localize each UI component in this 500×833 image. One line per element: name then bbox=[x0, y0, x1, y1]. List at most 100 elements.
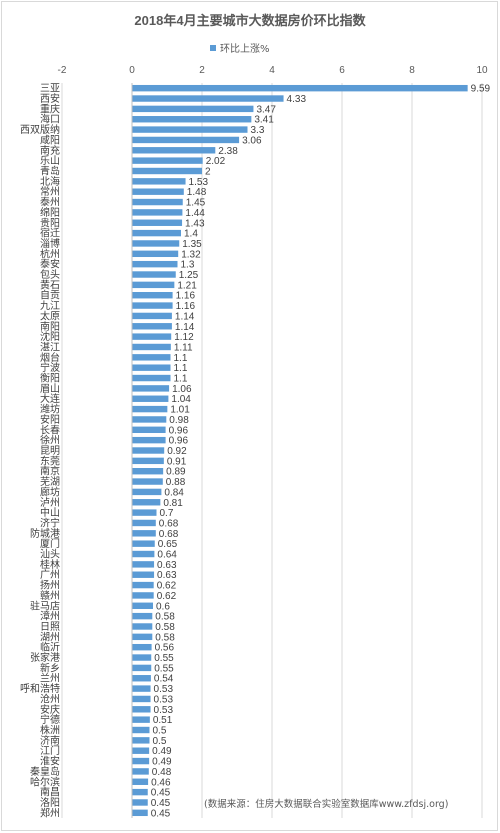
category-label: 湛江 bbox=[40, 341, 60, 353]
category-label: 湖州 bbox=[40, 631, 60, 643]
value-label: 0.56 bbox=[155, 643, 175, 654]
category-label: 昆明 bbox=[40, 445, 60, 457]
category-label: 包头 bbox=[40, 268, 60, 281]
bar bbox=[132, 726, 150, 734]
bar bbox=[132, 737, 150, 744]
bar bbox=[132, 768, 149, 775]
bar bbox=[132, 281, 175, 289]
value-label: 0.55 bbox=[154, 653, 174, 664]
bar bbox=[132, 229, 181, 237]
value-label: 0.53 bbox=[154, 694, 174, 705]
value-label: 1.04 bbox=[171, 394, 191, 405]
bar bbox=[132, 747, 150, 754]
value-label: 0.89 bbox=[166, 467, 186, 478]
value-label: 0.96 bbox=[169, 425, 189, 436]
value-label: 1.16 bbox=[176, 301, 196, 312]
bar bbox=[132, 716, 150, 723]
category-label: 南阳 bbox=[40, 320, 60, 333]
value-label: 1.11 bbox=[174, 342, 193, 353]
bar bbox=[132, 95, 284, 102]
category-label: 漳州 bbox=[40, 610, 60, 623]
value-label: 1.48 bbox=[187, 187, 207, 198]
bar bbox=[132, 219, 183, 226]
bar bbox=[132, 623, 153, 630]
category-label: 杭州 bbox=[40, 247, 60, 260]
category-label: 青岛 bbox=[40, 164, 60, 177]
category-label: 沈阳 bbox=[40, 330, 60, 343]
category-label: 自贡 bbox=[40, 289, 60, 302]
legend-swatch bbox=[210, 44, 216, 51]
bar bbox=[132, 292, 173, 299]
category-label: 九江 bbox=[40, 300, 60, 312]
value-label: 0.62 bbox=[157, 591, 177, 602]
value-label: 1.14 bbox=[175, 322, 195, 333]
value-label: 1.3 bbox=[181, 260, 195, 271]
value-label: 0.51 bbox=[153, 715, 173, 726]
bar bbox=[132, 343, 171, 351]
bar bbox=[132, 364, 171, 371]
category-label: 宿迁 bbox=[40, 227, 60, 240]
bar bbox=[132, 561, 155, 568]
value-label: 0.81 bbox=[163, 498, 183, 509]
value-label: 0.48 bbox=[152, 767, 172, 778]
source-note: (数据来源：住房大数据联合实验室数据库www.zfdsj.org) bbox=[204, 799, 449, 810]
bar bbox=[132, 385, 170, 392]
category-label: 安庆 bbox=[40, 703, 60, 716]
category-label: 西双版纳 bbox=[20, 123, 60, 136]
bar bbox=[132, 530, 156, 537]
bar bbox=[132, 126, 248, 133]
category-label: 淄博 bbox=[40, 237, 60, 250]
value-label: 0.7 bbox=[160, 508, 174, 519]
bar bbox=[132, 571, 155, 578]
bar bbox=[132, 612, 153, 620]
value-label: 1.21 bbox=[177, 280, 197, 291]
bar bbox=[132, 757, 150, 765]
x-tick-label: 0 bbox=[129, 65, 135, 76]
x-tick-label: 6 bbox=[339, 65, 345, 76]
value-label: 3.3 bbox=[251, 125, 265, 136]
bar bbox=[132, 84, 468, 92]
category-label: 泰安 bbox=[40, 258, 60, 271]
bar bbox=[132, 447, 165, 454]
category-label: 徐州 bbox=[40, 434, 60, 447]
value-label: 0.58 bbox=[155, 622, 175, 633]
value-label: 0.64 bbox=[157, 550, 177, 561]
value-label: 0.68 bbox=[159, 529, 179, 540]
bar bbox=[132, 675, 151, 682]
bar bbox=[132, 178, 186, 185]
category-label: 眉山 bbox=[40, 383, 60, 395]
bar bbox=[132, 302, 173, 309]
category-label: 沧州 bbox=[40, 692, 60, 705]
bar bbox=[132, 643, 152, 651]
value-label: 1.44 bbox=[185, 208, 205, 219]
value-label: 1.06 bbox=[172, 384, 192, 395]
bar bbox=[132, 405, 168, 413]
bar bbox=[132, 198, 183, 206]
bar bbox=[132, 467, 164, 475]
value-label: 1.1 bbox=[174, 353, 188, 364]
category-label: 廊坊 bbox=[40, 485, 60, 498]
bar bbox=[132, 592, 154, 599]
x-tick-label: 10 bbox=[476, 65, 488, 76]
category-label: 郑州 bbox=[40, 806, 60, 819]
category-label: 芜湖 bbox=[40, 475, 60, 488]
bar bbox=[132, 788, 148, 796]
value-label: 0.65 bbox=[158, 539, 178, 550]
legend-label: 环比上涨% bbox=[220, 44, 270, 55]
value-label: 3.47 bbox=[256, 104, 276, 115]
chart-legend: 环比上涨% bbox=[210, 40, 270, 55]
value-label: 0.45 bbox=[151, 798, 171, 809]
value-label: 0.88 bbox=[166, 477, 186, 488]
category-label: 哈尔滨 bbox=[30, 775, 60, 788]
value-label: 2 bbox=[205, 166, 211, 177]
category-label: 秦皇岛 bbox=[30, 765, 60, 778]
x-tick-label: 4 bbox=[269, 65, 275, 76]
bar bbox=[132, 250, 179, 258]
value-label: 2.38 bbox=[218, 146, 238, 157]
category-label: 长春 bbox=[40, 424, 60, 436]
bar bbox=[132, 374, 171, 382]
category-label: 绵阳 bbox=[40, 206, 60, 219]
category-label: 黄石 bbox=[40, 278, 60, 291]
category-label: 新乡 bbox=[40, 661, 60, 674]
